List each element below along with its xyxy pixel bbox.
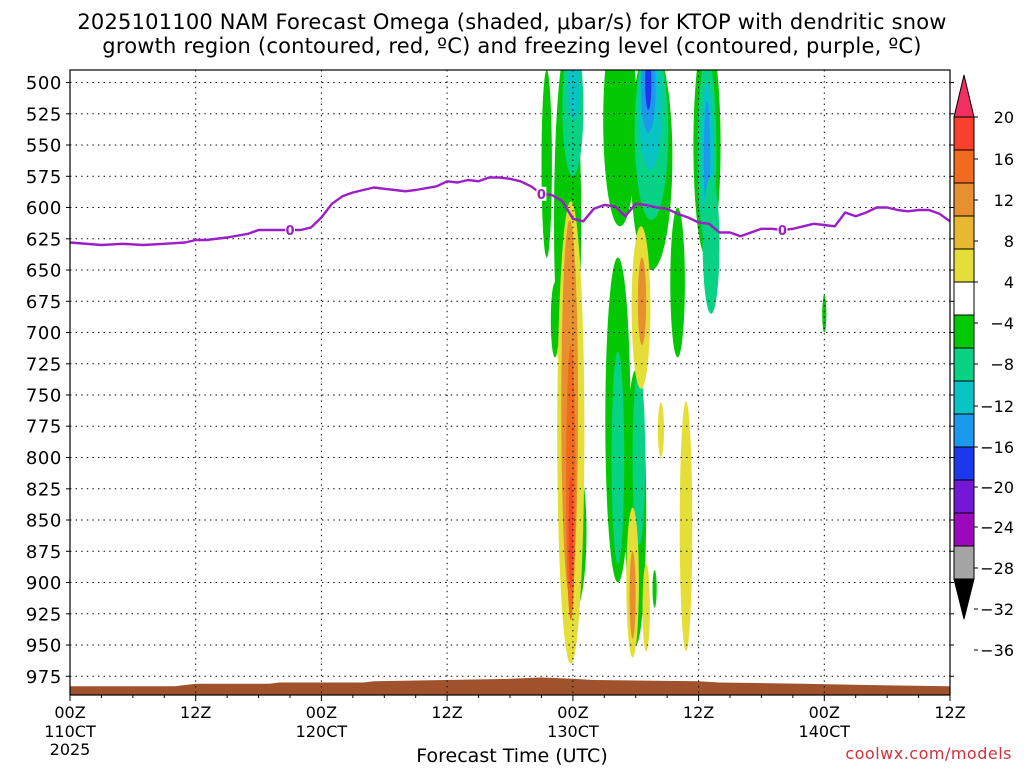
terrain-surface bbox=[70, 677, 950, 695]
omega-region-23 bbox=[652, 570, 657, 608]
colorbar-segment-3 bbox=[953, 182, 975, 217]
colorbar-segment-8 bbox=[953, 347, 975, 382]
omega-region-21 bbox=[702, 176, 720, 314]
colorbar-label-7: −12 bbox=[980, 397, 1014, 416]
y-tick-label-625: 625 bbox=[26, 229, 62, 250]
colorbar-segment-2 bbox=[953, 149, 975, 184]
y-tick-label-650: 650 bbox=[26, 261, 62, 282]
omega-region-29 bbox=[629, 551, 636, 639]
colorbar-label-2: 12 bbox=[994, 191, 1014, 210]
colorbar-label-13: −36 bbox=[980, 641, 1014, 660]
colorbar-segment-5 bbox=[953, 248, 975, 283]
omega-region-32 bbox=[679, 401, 693, 652]
y-tick-label-925: 925 bbox=[26, 604, 62, 625]
x-tick-label-0: 00Z bbox=[54, 703, 85, 722]
colorbar-segment-13 bbox=[953, 512, 975, 547]
x-year-label-0: 2025 bbox=[50, 740, 91, 759]
omega-region-22 bbox=[822, 295, 827, 333]
omega-region-27 bbox=[568, 476, 573, 589]
freezing-label-bg-0 bbox=[285, 223, 295, 237]
freezing-label-bg-1 bbox=[536, 186, 547, 201]
y-tick-label-550: 550 bbox=[26, 136, 62, 157]
y-tick-label-750: 750 bbox=[26, 386, 62, 407]
x-tick-label-24: 00Z bbox=[306, 703, 337, 722]
colorbar-label-9: −20 bbox=[980, 478, 1014, 497]
y-tick-label-575: 575 bbox=[26, 167, 62, 188]
y-tick-label-900: 900 bbox=[26, 573, 62, 594]
chart-title-line-2: growth region (contoured, red, ºC) and f… bbox=[102, 34, 922, 58]
colorbar-segment-7 bbox=[953, 314, 975, 349]
y-tick-label-950: 950 bbox=[26, 636, 62, 657]
colorbar-segment-14 bbox=[953, 545, 975, 580]
omega-region-5 bbox=[550, 282, 560, 358]
colorbar-label-0: 20 bbox=[994, 108, 1014, 127]
y-tick-label-500: 500 bbox=[26, 73, 62, 94]
freezing-level-label-2: 0 bbox=[778, 224, 787, 239]
colorbar-segment-4 bbox=[953, 215, 975, 250]
colorbar-segment-6 bbox=[953, 281, 975, 316]
y-tick-label-775: 775 bbox=[26, 417, 62, 438]
x-date-label-0: 110CT bbox=[44, 722, 96, 741]
freezing-level-line bbox=[70, 176, 950, 247]
x-tick-label-36: 12Z bbox=[431, 703, 462, 722]
y-tick-label-600: 600 bbox=[26, 198, 62, 219]
x-date-label-48: 130CT bbox=[547, 722, 599, 741]
colorbar-label-5: −4 bbox=[990, 314, 1014, 333]
omega-region-0 bbox=[541, 70, 552, 258]
source-credit[interactable]: coolwx.com/models bbox=[845, 744, 1012, 763]
colorbar-segment-9 bbox=[953, 380, 975, 415]
x-tick-label-72: 00Z bbox=[809, 703, 840, 722]
omega-region-11 bbox=[645, 70, 652, 110]
freezing-level-label-0: 0 bbox=[285, 224, 294, 239]
y-tick-label-675: 675 bbox=[26, 292, 62, 313]
colorbar-bottom-arrow bbox=[953, 578, 975, 620]
y-tick-label-700: 700 bbox=[26, 323, 62, 344]
omega-region-13 bbox=[611, 351, 625, 564]
freezing-label-bg-2 bbox=[777, 223, 788, 237]
y-tick-label-875: 875 bbox=[26, 542, 62, 563]
freezing-level-label-1: 0 bbox=[537, 188, 546, 203]
x-tick-label-48: 00Z bbox=[557, 703, 588, 722]
colorbar-segment-10 bbox=[953, 413, 975, 448]
colorbar-label-4: 4 bbox=[1004, 273, 1014, 292]
y-tick-label-825: 825 bbox=[26, 479, 62, 500]
colorbar-label-12: −32 bbox=[980, 600, 1014, 619]
omega-region-33 bbox=[657, 402, 665, 458]
x-tick-label-60: 12Z bbox=[683, 703, 714, 722]
y-tick-label-525: 525 bbox=[26, 104, 62, 125]
colorbar-segment-11 bbox=[953, 446, 975, 481]
y-tick-label-725: 725 bbox=[26, 354, 62, 375]
omega-region-20 bbox=[670, 207, 685, 358]
colorbar-segment-1 bbox=[953, 116, 975, 151]
x-date-label-72: 140CT bbox=[799, 722, 851, 741]
colorbar-segment-12 bbox=[953, 479, 975, 514]
colorbar-label-8: −16 bbox=[980, 438, 1014, 457]
x-date-label-24: 120CT bbox=[296, 722, 348, 741]
x-tick-label-84: 12Z bbox=[934, 703, 965, 722]
colorbar-label-10: −24 bbox=[980, 518, 1014, 537]
x-tick-label-12: 12Z bbox=[180, 703, 211, 722]
colorbar-label-3: 8 bbox=[1004, 232, 1014, 251]
colorbar-label-1: 16 bbox=[994, 150, 1014, 169]
colorbar-label-6: −8 bbox=[990, 355, 1014, 374]
omega-region-4 bbox=[567, 70, 581, 121]
colorbar-top-arrow bbox=[953, 74, 975, 118]
y-tick-label-800: 800 bbox=[26, 448, 62, 469]
omega-region-34 bbox=[642, 563, 650, 652]
omega-region-6 bbox=[603, 70, 637, 227]
y-tick-label-975: 975 bbox=[26, 667, 62, 688]
chart-title-line-1: 2025101100 NAM Forecast Omega (shaded, μ… bbox=[77, 10, 947, 34]
plot-frame bbox=[69, 69, 951, 696]
y-tick-label-850: 850 bbox=[26, 511, 62, 532]
omega-region-15 bbox=[632, 370, 646, 545]
colorbar-label-11: −28 bbox=[980, 559, 1014, 578]
x-axis-title: Forecast Time (UTC) bbox=[416, 745, 608, 767]
